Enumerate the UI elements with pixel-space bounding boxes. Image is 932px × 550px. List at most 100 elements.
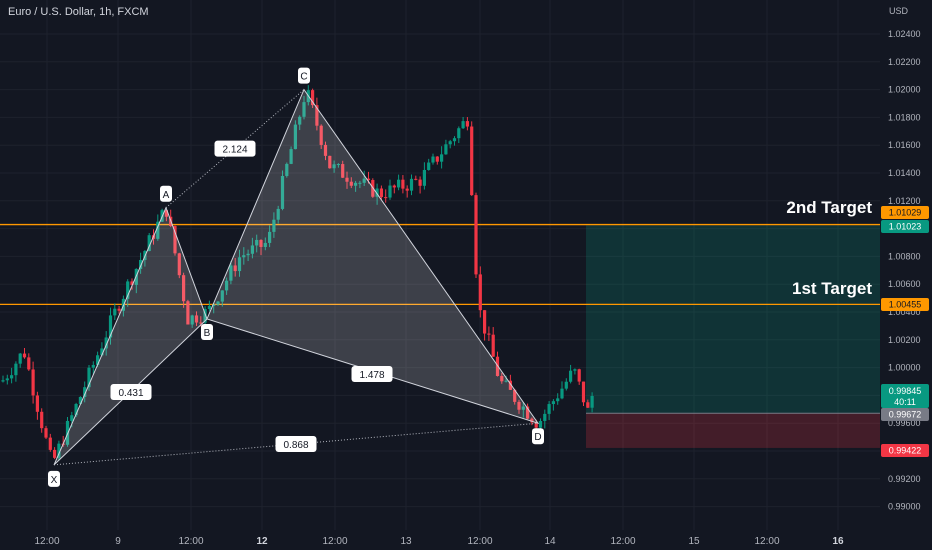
candle-body <box>10 375 14 379</box>
candle-body <box>556 398 560 402</box>
candle-body <box>104 337 108 349</box>
candle-body <box>573 369 577 371</box>
tag-entry-price: 0.99672 <box>889 410 922 420</box>
candle-body <box>332 164 336 169</box>
candle-body <box>302 102 306 117</box>
candle-body <box>581 381 586 403</box>
candle-body <box>212 304 216 306</box>
candle-body <box>126 281 130 299</box>
tag-second-target-level-bg <box>881 206 929 219</box>
candle-body <box>474 195 478 275</box>
ratio-label-box <box>110 384 152 400</box>
candle-body <box>328 155 332 169</box>
x-tick-label: 12 <box>256 536 268 547</box>
y-tick-label: 0.99000 <box>888 502 921 512</box>
candle-body <box>147 235 151 252</box>
candle-body <box>534 422 538 428</box>
candle-body <box>384 197 388 199</box>
candle-body <box>409 178 414 191</box>
candle-body <box>504 380 508 382</box>
candle-body <box>216 301 220 305</box>
x-tick-label: 15 <box>688 536 700 547</box>
candle-body <box>1 380 5 382</box>
position-zones <box>586 225 880 448</box>
ratio-label-box <box>214 140 256 157</box>
candle-body <box>319 125 323 145</box>
tag-current-bg <box>881 384 929 408</box>
x-tick-label: 12:00 <box>610 536 635 547</box>
y-tick-label: 1.00200 <box>888 335 921 345</box>
ratio-label-xb: 0.431 <box>118 388 143 399</box>
ratio-label-box <box>275 436 317 453</box>
candle-body <box>91 364 95 368</box>
candle-body <box>444 144 448 155</box>
candle-body <box>250 245 254 254</box>
candle-body <box>526 406 530 419</box>
y-tick-label: 1.00600 <box>888 279 921 289</box>
y-tick-label: 1.01800 <box>888 112 921 122</box>
candle-body <box>491 334 495 357</box>
candle-body <box>289 149 293 164</box>
candle-body <box>547 404 551 414</box>
candle-body <box>362 178 366 183</box>
candle-body <box>190 315 194 325</box>
y-tick-label: 0.99600 <box>888 418 921 428</box>
tag-first-target-level: 1.00455 <box>889 300 922 310</box>
candle-body <box>397 179 401 188</box>
loss-zone <box>586 413 880 448</box>
candle-body <box>323 144 328 156</box>
x-tick-label: 13 <box>400 536 412 547</box>
candle-body <box>276 208 280 220</box>
candle-body <box>538 420 543 428</box>
y-tick-label: 1.01600 <box>888 140 921 150</box>
pivot-label-box <box>160 185 172 202</box>
x-tick-label: 12:00 <box>322 536 347 547</box>
candle-body <box>263 242 267 247</box>
candle-body <box>113 308 117 316</box>
candle-body <box>100 348 104 356</box>
ratio-label-xd: 0.868 <box>283 440 308 451</box>
candle-body <box>500 375 504 382</box>
candle-body <box>280 175 285 209</box>
candle-body <box>341 164 345 178</box>
second-target-label: 2nd Target <box>786 198 872 217</box>
candle-body <box>35 395 39 412</box>
ratio-label-box <box>351 366 393 382</box>
candle-body <box>452 138 457 142</box>
candle-body <box>517 401 521 410</box>
tag-entry-price-bg <box>881 408 929 421</box>
y-tick-label: 1.00400 <box>888 307 921 317</box>
candle-body <box>414 178 418 180</box>
pivot-label-box <box>48 470 60 487</box>
candle-body <box>246 253 250 256</box>
candle-body <box>483 310 487 334</box>
candle-body <box>560 388 564 399</box>
candle-body <box>401 179 405 189</box>
candle-body <box>40 411 44 429</box>
x-tick-label: 12:00 <box>467 536 492 547</box>
pivot-label-x: X <box>51 475 58 486</box>
candle-body <box>53 449 57 458</box>
candle-body <box>388 185 392 198</box>
candle-body <box>139 259 143 269</box>
target-levels <box>0 223 880 306</box>
candle-body <box>311 90 315 106</box>
candle-body <box>513 389 517 402</box>
tag-stop-price: 0.99422 <box>889 446 922 456</box>
candle-body <box>199 322 203 324</box>
candle-body <box>78 396 82 404</box>
candle-body <box>427 162 431 170</box>
candle-body <box>255 239 259 246</box>
candle-body <box>220 290 224 302</box>
candle-body <box>375 188 379 197</box>
candle-body <box>44 428 48 438</box>
candle-body <box>203 309 207 323</box>
candle-body <box>233 265 237 272</box>
pivot-label-d: D <box>534 432 541 443</box>
candle-body <box>392 185 396 188</box>
candle-body <box>14 363 18 376</box>
tag-first-target-level-bg <box>881 298 929 311</box>
tag-target-price-bg <box>881 220 929 233</box>
